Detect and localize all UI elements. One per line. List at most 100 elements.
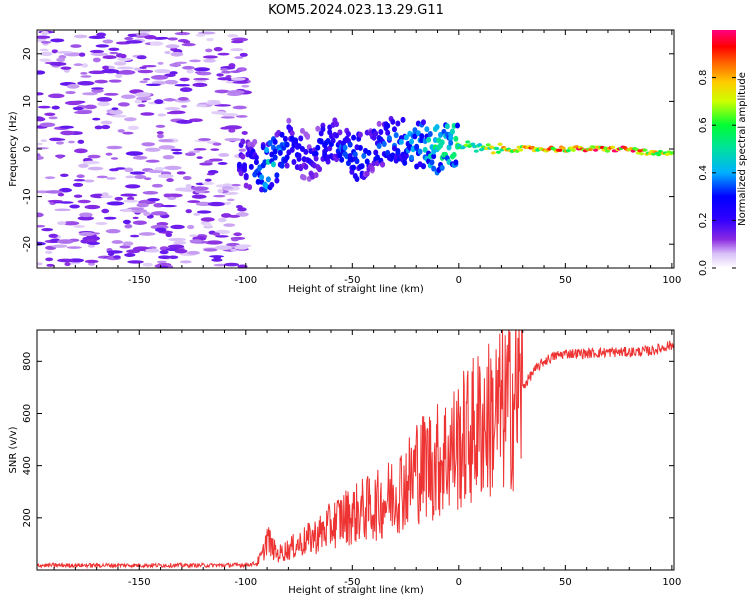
noise-cell — [94, 79, 108, 84]
signal-cell — [354, 176, 360, 183]
signal-cell — [380, 161, 386, 168]
noise-cell — [132, 155, 148, 160]
noise-cell — [37, 70, 46, 75]
noise-cell — [163, 193, 171, 198]
colorbar-gradient — [712, 30, 736, 268]
noise-cell — [115, 53, 124, 58]
signal-cell — [446, 144, 452, 151]
signal-cell — [449, 128, 455, 135]
noise-cell — [105, 152, 113, 156]
noise-cell — [100, 120, 113, 125]
signal-cell — [402, 159, 408, 166]
noise-cell — [174, 32, 191, 36]
signal-cell — [426, 136, 432, 143]
noise-cell — [232, 105, 247, 110]
noise-cell — [228, 128, 236, 133]
noise-cell — [192, 82, 208, 88]
noise-cell — [137, 104, 146, 108]
signal-cell — [420, 163, 426, 170]
noise-cell — [80, 71, 88, 75]
signal-cell — [593, 148, 599, 152]
noise-cell — [54, 208, 71, 212]
noise-cell — [223, 223, 236, 227]
noise-cell — [142, 262, 153, 267]
noise-cell — [78, 52, 86, 57]
signal-cell — [422, 146, 428, 153]
signal-cell — [419, 133, 425, 140]
noise-cell — [145, 248, 160, 253]
signal-cell — [495, 150, 501, 154]
signal-cell — [385, 122, 391, 129]
noise-cell — [234, 56, 244, 59]
noise-cell — [140, 112, 155, 116]
spectrogram-x-axis-label: Height of straight line (km) — [288, 284, 424, 295]
noise-cell — [179, 77, 190, 82]
noise-cell — [196, 210, 212, 214]
noise-cell — [147, 198, 160, 202]
noise-cell — [156, 260, 167, 264]
noise-cell — [101, 192, 109, 197]
noise-cell — [134, 99, 143, 104]
noise-cell — [49, 62, 67, 66]
noise-cell — [233, 232, 242, 237]
noise-cell — [188, 118, 203, 123]
noise-cell — [113, 255, 121, 259]
noise-cell — [145, 159, 160, 163]
signal-cell — [284, 141, 290, 148]
noise-cell — [111, 107, 119, 111]
noise-cell — [205, 48, 213, 53]
noise-cell — [84, 204, 101, 210]
x-tick-label: -100 — [234, 275, 257, 286]
signal-cell — [330, 137, 336, 144]
noise-cell — [90, 52, 109, 56]
signal-cell — [286, 117, 292, 124]
noise-cell — [191, 186, 209, 191]
signal-cell — [376, 143, 382, 150]
noise-cell — [236, 67, 247, 72]
signal-cell — [439, 164, 445, 171]
snr-frame — [36, 329, 675, 571]
noise-cell — [37, 92, 44, 96]
noise-cell — [238, 148, 247, 152]
noise-cell — [111, 240, 124, 244]
noise-cell — [45, 250, 53, 254]
colorbar-tick-label: 0.8 — [698, 70, 709, 86]
noise-cell — [119, 245, 131, 249]
x-tick-label: 0 — [456, 275, 462, 286]
signal-cell — [242, 164, 248, 171]
noise-cell — [208, 158, 223, 162]
noise-cell — [220, 68, 229, 71]
signal-cell — [639, 152, 645, 156]
noise-cell — [204, 222, 212, 227]
noise-cell — [204, 160, 214, 164]
noise-cell — [241, 84, 250, 88]
signal-cell — [342, 144, 348, 151]
signal-cell — [269, 181, 275, 188]
noise-cell — [209, 255, 224, 258]
signal-cell — [339, 156, 345, 163]
signal-cell — [264, 147, 270, 154]
noise-cell — [91, 87, 104, 90]
noise-cell — [84, 179, 95, 183]
noise-cell — [210, 148, 220, 151]
signal-cell — [376, 120, 382, 127]
noise-cell — [224, 201, 232, 205]
signal-cell — [253, 159, 259, 166]
noise-cell — [37, 35, 51, 39]
noise-cell — [57, 258, 75, 263]
noise-cell — [44, 176, 56, 180]
noise-cell — [116, 66, 135, 70]
signal-cell — [417, 148, 423, 155]
signal-cell — [301, 174, 307, 181]
noise-cell — [78, 231, 95, 237]
signal-cell — [313, 155, 319, 162]
y-tick-label: 20 — [22, 47, 33, 60]
signal-cell — [284, 154, 290, 161]
noise-cell — [127, 125, 140, 131]
signal-cell — [518, 148, 524, 152]
noise-cell — [222, 112, 238, 117]
noise-cell — [48, 116, 58, 120]
noise-cell — [84, 104, 97, 110]
y-tick-label: 10 — [22, 95, 33, 108]
noise-cell — [159, 265, 169, 268]
